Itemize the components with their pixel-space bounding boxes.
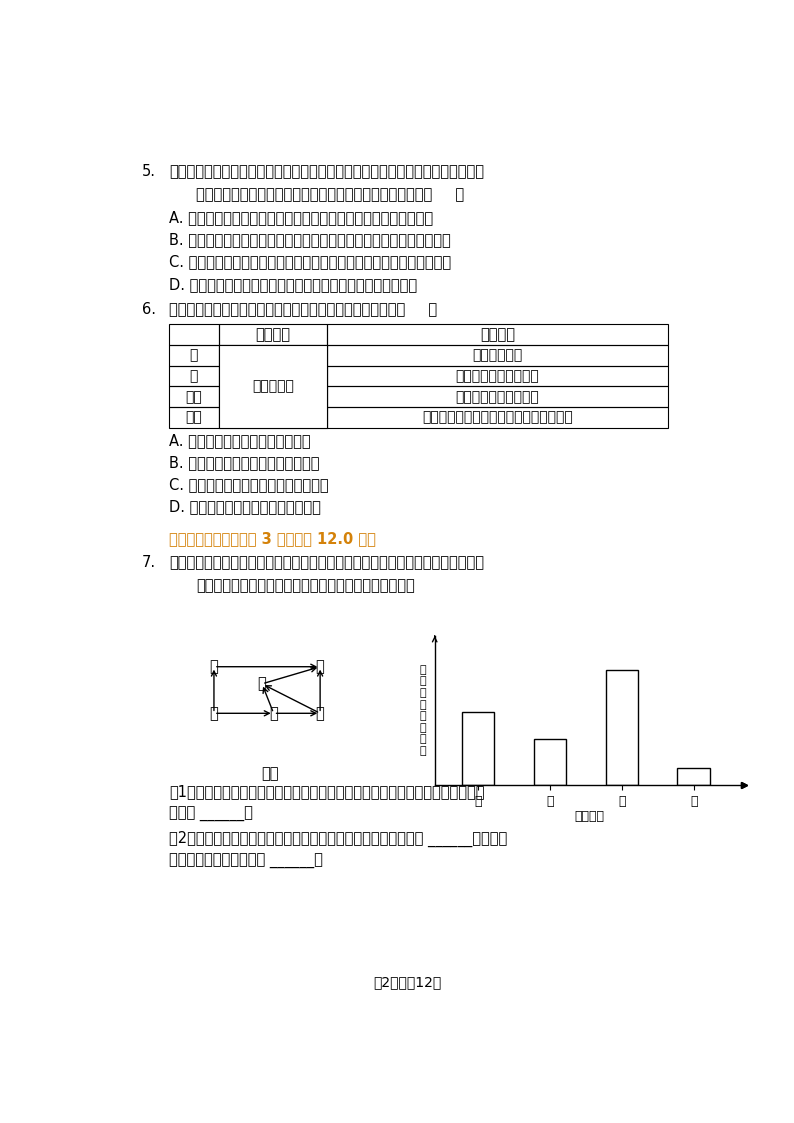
Bar xyxy=(169,325,219,345)
Text: 的甲对应图一中的生物是 ______。: 的甲对应图一中的生物是 ______。 xyxy=(169,853,323,869)
Bar xyxy=(677,768,710,785)
Bar xyxy=(219,345,327,366)
Text: 鼻发出超声波用于定位: 鼻发出超声波用于定位 xyxy=(456,390,539,404)
Text: C. 听到裁判的哨声后，考生停止比赛，这一反射的神经中枢在大脑皮层: C. 听到裁判的哨声后，考生停止比赛，这一反射的神经中枢在大脑皮层 xyxy=(169,255,451,270)
Text: 呼吸及嗅觉: 呼吸及嗅觉 xyxy=(252,380,294,393)
Bar xyxy=(169,386,219,408)
Text: A. 上述四种动物鼻的基础功能相同: A. 上述四种动物鼻的基础功能相同 xyxy=(169,433,310,448)
Text: 统称为 ______。: 统称为 ______。 xyxy=(169,807,252,822)
Text: 基础功能: 基础功能 xyxy=(256,327,291,343)
Text: 特殊功能: 特殊功能 xyxy=(480,327,515,343)
Text: 图一: 图一 xyxy=(261,767,279,782)
Text: 5.: 5. xyxy=(142,164,156,179)
Bar xyxy=(219,366,327,386)
Text: 第2页，共12页: 第2页，共12页 xyxy=(373,976,441,989)
Text: 海鸟: 海鸟 xyxy=(186,411,202,424)
Bar xyxy=(219,325,327,345)
Text: 蛇: 蛇 xyxy=(316,705,325,721)
Text: 用鼻掘土觅食: 用鼻掘土觅食 xyxy=(472,348,522,363)
Text: 狐: 狐 xyxy=(257,676,266,692)
Text: D. 鼻特殊功能的形成与遗传变异无关: D. 鼻特殊功能的形成与遗传变异无关 xyxy=(169,500,321,514)
Bar xyxy=(169,345,219,366)
Text: 象: 象 xyxy=(190,369,198,383)
Text: 蝙蝠: 蝙蝠 xyxy=(186,390,202,404)
Bar xyxy=(327,366,668,386)
Text: 通过鼻孔排出盐分，适合长期在海上生活: 通过鼻孔排出盐分，适合长期在海上生活 xyxy=(422,411,573,424)
Bar xyxy=(534,739,566,785)
Text: C. 鼻特殊功能的形成是自然选择的结果: C. 鼻特殊功能的形成是自然选择的结果 xyxy=(169,477,329,492)
Bar xyxy=(169,366,219,386)
Bar xyxy=(219,345,327,428)
Text: 鼠: 鼠 xyxy=(269,705,278,721)
Bar xyxy=(169,408,219,428)
Bar xyxy=(327,386,668,408)
Text: 泸州市教育体育局每年要对全市参加中考的考生进行体质测试，同学们在参加体质: 泸州市教育体育局每年要对全市参加中考的考生进行体质测试，同学们在参加体质 xyxy=(169,164,484,179)
Text: 6.: 6. xyxy=(142,302,156,317)
Y-axis label: 有
毒
物
质
相
对
含
量: 有 毒 物 质 相 对 含 量 xyxy=(420,665,426,756)
Bar xyxy=(606,670,638,785)
Text: 猪: 猪 xyxy=(190,348,198,363)
Text: B. 考生考完后，长呼出一口气，肋骨间的肌肉和膈肌的变化是舒张状态: B. 考生考完后，长呼出一口气，肋骨间的肌肉和膈肌的变化是舒张状态 xyxy=(169,232,451,248)
Text: 测试的过程中会发生一系列生理活动。下列说法不正确的是（     ）: 测试的过程中会发生一系列生理活动。下列说法不正确的是（ ） xyxy=(196,186,464,202)
Text: 用鼻取食、汲水和御敌: 用鼻取食、汲水和御敌 xyxy=(456,369,539,383)
Text: 二、简答题（本大题共 3 小题，共 12.0 分）: 二、简答题（本大题共 3 小题，共 12.0 分） xyxy=(169,531,376,547)
Text: 物体内有毒物质的相对含量，请据图分析回答下列问题：: 物体内有毒物质的相对含量，请据图分析回答下列问题： xyxy=(196,578,415,593)
Text: 鹰: 鹰 xyxy=(316,659,325,674)
Text: 7.: 7. xyxy=(142,555,156,570)
Bar xyxy=(327,408,668,428)
X-axis label: 生物种类: 生物种类 xyxy=(574,811,604,823)
Text: B. 鼻特殊功能不同利于适应不同环境: B. 鼻特殊功能不同利于适应不同环境 xyxy=(169,455,319,471)
Bar xyxy=(461,712,494,785)
Text: 兔: 兔 xyxy=(210,659,218,674)
Text: D. 最终获胜的同学情绪非常激动，主要是由于胸腺激素的调节: D. 最终获胜的同学情绪非常激动，主要是由于胸腺激素的调节 xyxy=(169,276,417,292)
Bar xyxy=(327,345,668,366)
Bar xyxy=(327,325,668,345)
Text: A. 考生在测试过程中所需的能量，主要由组织细胞内的线粒体释放: A. 考生在测试过程中所需的能量，主要由组织细胞内的线粒体释放 xyxy=(169,211,433,226)
Text: 草: 草 xyxy=(210,705,218,721)
Text: 如表所示的是四种不同动物鼻的功能，下列叙述不正确的是（     ）: 如表所示的是四种不同动物鼻的功能，下列叙述不正确的是（ ） xyxy=(169,302,437,317)
Bar xyxy=(219,386,327,408)
Text: （2）图一中若去除蛇，且狐的数量不变，则草原容纳鹰的数量会 ______。图二中: （2）图一中若去除蛇，且狐的数量不变，则草原容纳鹰的数量会 ______。图二中 xyxy=(169,831,507,847)
Text: （1）草原生态系统中影响草生活和分布的光、温度、空气、水分、鼠、兔等因素: （1）草原生态系统中影响草生活和分布的光、温度、空气、水分、鼠、兔等因素 xyxy=(169,784,484,800)
Text: 如图一是某草原生态系统中的食物网示意图，图二表示该食物网中某条食物链各生: 如图一是某草原生态系统中的食物网示意图，图二表示该食物网中某条食物链各生 xyxy=(169,555,484,570)
Text: 图二: 图二 xyxy=(532,767,549,782)
Bar xyxy=(219,408,327,428)
